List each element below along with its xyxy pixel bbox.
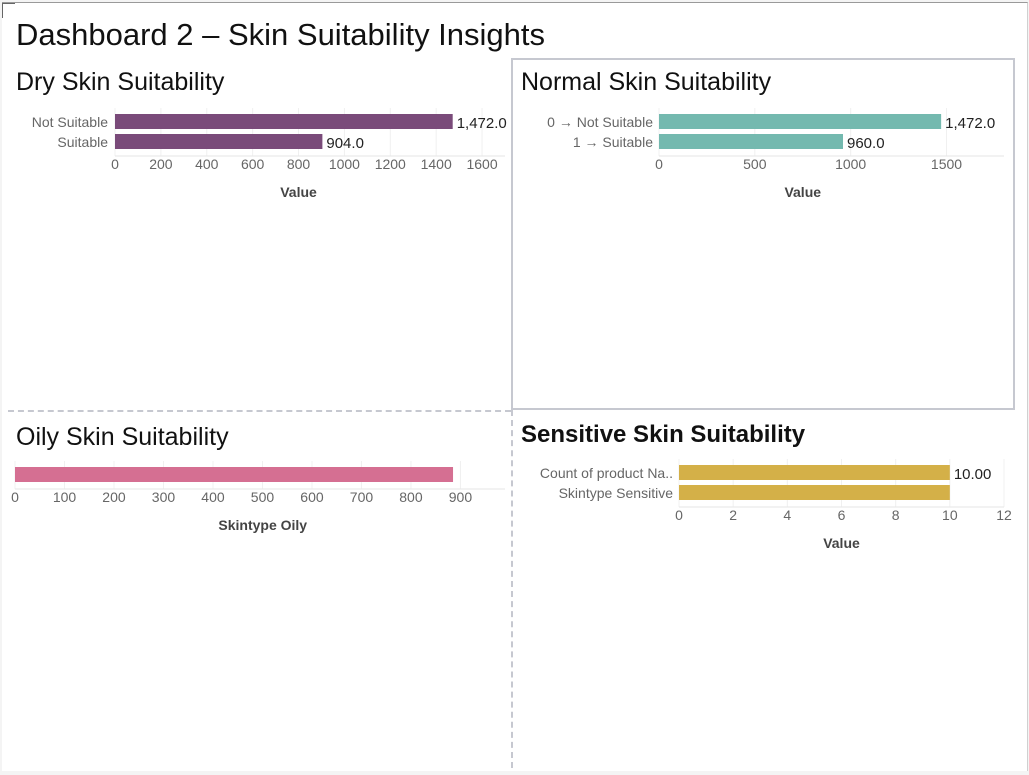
tick-label: 400 (201, 489, 225, 505)
panel-title: Oily Skin Suitability (16, 423, 229, 451)
dashboard-title: Dashboard 2 – Skin Suitability Insights (16, 17, 546, 52)
tick-label: 900 (449, 489, 473, 505)
tick-label: 6 (838, 507, 846, 523)
panel-oily-skin[interactable]: Oily Skin Suitability 0 100 200 300 400 500 60… (2, 413, 510, 771)
tick-label: 0 (655, 156, 663, 172)
x-axis-title: Value (280, 184, 317, 200)
tick-label: 500 (251, 489, 275, 505)
data-label: 1,472.0 (945, 115, 995, 132)
oily-skin-chart: 0 100 200 300 400 500 600 700 800 900 Skintype Oil… (11, 461, 505, 533)
category-label: 1 → Suitable (573, 134, 653, 150)
bar[interactable] (115, 134, 323, 149)
panel-normal-skin[interactable]: Normal Skin Suitability 0 → Not Suitable… (511, 58, 1015, 410)
tick-label: 0 (111, 156, 119, 172)
tick-label: 600 (300, 489, 324, 505)
tick-label: 300 (152, 489, 176, 505)
panel-title: Normal Skin Suitability (521, 68, 772, 96)
corner-mark (2, 3, 15, 18)
tick-label: 1600 (466, 156, 497, 172)
tick-label: 1200 (375, 156, 406, 172)
data-label: 10.00 (954, 466, 992, 483)
tick-label: 200 (102, 489, 126, 505)
category-label: Suitable (57, 134, 108, 150)
tick-label: 700 (350, 489, 374, 505)
normal-skin-chart: 0 → Not Suitable 1,472.0 1 → Suitable 960.0… (547, 108, 1004, 200)
tick-label: 800 (399, 489, 423, 505)
data-label: 1,472.0 (457, 115, 507, 132)
tick-label: 1000 (329, 156, 360, 172)
tick-label: 4 (783, 507, 791, 523)
tick-label: 1500 (931, 156, 962, 172)
panel-divider-vertical (511, 58, 513, 768)
tick-label: 1000 (835, 156, 866, 172)
tick-label: 200 (149, 156, 173, 172)
x-axis-title: Skintype Oily (218, 517, 307, 533)
category-label: 0 → Not Suitable (547, 114, 653, 130)
bar[interactable] (115, 114, 453, 129)
tick-label: 8 (892, 507, 900, 523)
panel-dry-skin[interactable]: Dry Skin Suitability Not Suitable 1,472.0… (2, 58, 510, 410)
category-label: Skintype Sensitive (559, 485, 674, 501)
tick-label: 0 (675, 507, 683, 523)
bar[interactable] (679, 465, 950, 480)
tick-label: 12 (996, 507, 1012, 523)
panel-title: Dry Skin Suitability (16, 68, 225, 96)
panel-title: Sensitive Skin Suitability (521, 421, 806, 448)
bar[interactable] (659, 134, 843, 149)
tick-label: 800 (287, 156, 311, 172)
x-axis-title: Value (784, 184, 821, 200)
tick-label: 600 (241, 156, 265, 172)
panel-divider-horizontal (8, 410, 511, 412)
tick-label: 2 (729, 507, 737, 523)
tick-label: 100 (53, 489, 77, 505)
bar[interactable] (659, 114, 942, 129)
tick-label: 10 (942, 507, 958, 523)
category-label: Count of product Na.. (540, 465, 673, 481)
dry-skin-chart: Not Suitable 1,472.0 Suitable 904.0 0 200 400 6… (32, 108, 507, 200)
category-label: Not Suitable (32, 114, 108, 130)
data-label: 960.0 (847, 135, 885, 152)
bar[interactable] (15, 467, 454, 482)
data-label: 904.0 (326, 135, 364, 152)
panel-sensitive-skin[interactable]: Sensitive Skin Suitability Count of prod… (511, 413, 1027, 771)
tick-label: 400 (195, 156, 219, 172)
tick-label: 0 (11, 489, 19, 505)
sensitive-skin-chart: Count of product Na.. 10.00 Skintype Sensi… (540, 459, 1012, 551)
tick-label: 1400 (421, 156, 452, 172)
bar[interactable] (679, 485, 950, 500)
tick-label: 500 (743, 156, 767, 172)
x-axis-title: Value (823, 535, 860, 551)
